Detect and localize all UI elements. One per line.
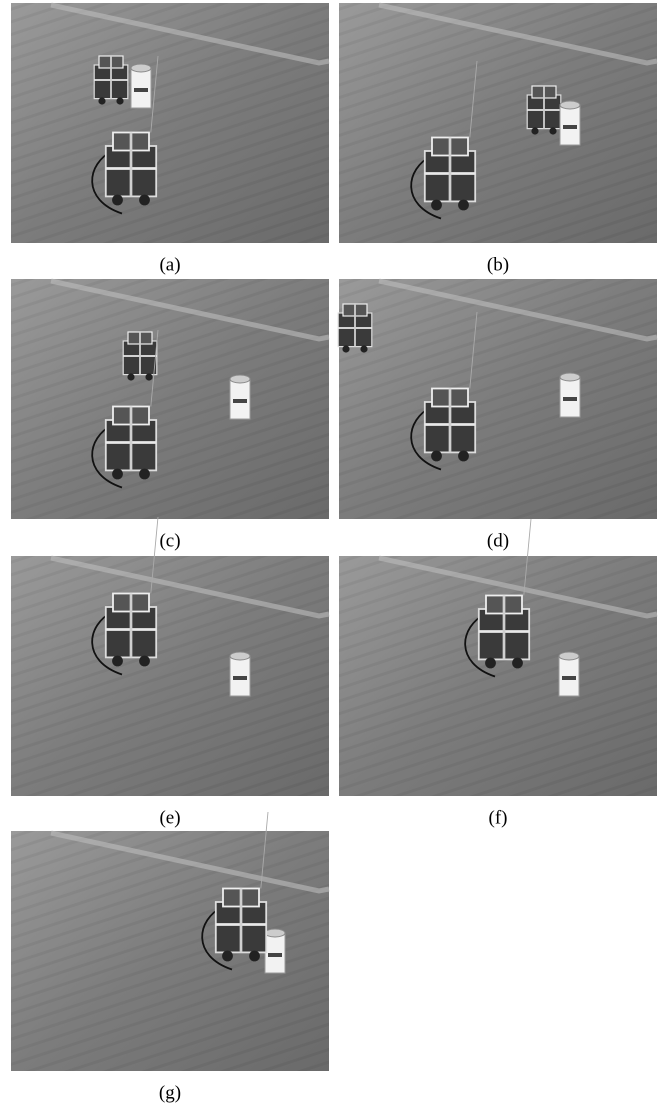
can-top (559, 652, 579, 660)
panel (338, 279, 657, 519)
photo-grain (339, 556, 657, 796)
robot-wheel (222, 951, 233, 962)
robot-wheel (112, 656, 123, 667)
panel (339, 519, 657, 796)
photo-grain (339, 279, 657, 519)
robot-wheel (112, 195, 123, 206)
robot (123, 332, 157, 381)
panel (339, 3, 657, 243)
robot-wheel (431, 200, 442, 211)
can-top (230, 375, 250, 383)
robot-wheel (360, 345, 367, 352)
robot-wheel (431, 451, 442, 462)
robot-wheel (249, 951, 260, 962)
robot-wheel (512, 658, 523, 669)
robot-wheel (485, 658, 496, 669)
robot (338, 304, 372, 353)
can-print (233, 676, 247, 680)
robot-wheel (458, 451, 469, 462)
photo-grain (11, 279, 329, 519)
robot (527, 86, 561, 135)
can-print (562, 676, 576, 680)
can-print (233, 399, 247, 403)
can-top (560, 101, 580, 109)
robot-wheel (342, 345, 349, 352)
robot-wheel (145, 373, 152, 380)
caption: (b) (487, 254, 509, 275)
robot-wheel (112, 469, 123, 480)
can-top (131, 64, 151, 72)
robot-wheel (116, 97, 123, 104)
robot-wheel (531, 127, 538, 134)
robot-wheel (139, 656, 150, 667)
can-print (268, 953, 282, 957)
caption: (c) (159, 530, 180, 551)
caption: (d) (487, 530, 509, 551)
panel (11, 3, 329, 243)
robot-wheel (127, 373, 134, 380)
can-top (560, 373, 580, 381)
robot-wheel (98, 97, 105, 104)
photo-grain (339, 3, 657, 243)
panel (11, 279, 329, 519)
caption: (e) (159, 807, 180, 828)
can-top (265, 929, 285, 937)
panel (11, 517, 329, 796)
can-print (563, 397, 577, 401)
can-top (230, 652, 250, 660)
caption: (f) (489, 807, 508, 828)
robot (94, 56, 128, 105)
photo-grain (11, 556, 329, 796)
can-print (134, 88, 148, 92)
robot-wheel (139, 195, 150, 206)
robot-wheel (139, 469, 150, 480)
can-print (563, 125, 577, 129)
robot-wheel (458, 200, 469, 211)
panel (11, 812, 329, 1071)
caption: (g) (159, 1082, 181, 1103)
caption: (a) (159, 254, 180, 275)
figure: (a) (b) (c) (d) (e) (f) (g) (0, 0, 662, 1108)
robot-wheel (549, 127, 556, 134)
photo-grain (11, 3, 329, 243)
